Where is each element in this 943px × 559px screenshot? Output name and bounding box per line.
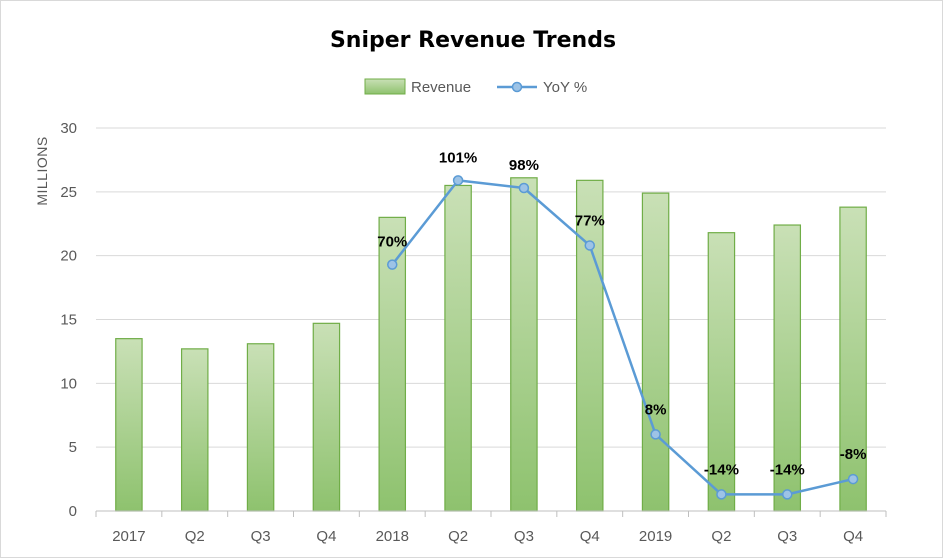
revenue-bar-3	[312, 322, 341, 512]
y-tick-0: 0	[69, 503, 77, 520]
yoy-point-10	[782, 489, 793, 500]
x-tick-9: Q2	[711, 528, 731, 545]
yoy-point-4	[387, 259, 398, 270]
y-tick-25: 25	[60, 184, 77, 201]
legend-revenue-label: Revenue	[411, 79, 471, 96]
yoy-label-5: 101%	[439, 149, 477, 166]
x-tick-7: Q4	[580, 528, 600, 545]
x-tick-4: 2018	[376, 528, 409, 545]
yoy-line	[391, 179, 854, 496]
y-axis-title: MILLIONS	[34, 136, 50, 205]
y-tick-30: 30	[60, 120, 77, 137]
yoy-line-series	[387, 175, 859, 500]
yoy-data-labels: 70% 101% 98% 77% 8% -14% -14% -8%	[377, 149, 866, 478]
bar-series	[115, 177, 867, 512]
x-tick-6: Q3	[514, 528, 534, 545]
legend-yoy-label: YoY %	[543, 79, 587, 96]
yoy-point-6	[518, 182, 530, 194]
revenue-bar-11	[839, 206, 867, 512]
revenue-bar-5	[444, 184, 472, 512]
x-tick-3: Q4	[316, 528, 336, 545]
y-tick-10: 10	[60, 375, 77, 392]
x-tick-labels: 2017 Q2 Q3 Q4 2018 Q2 Q3 Q4 2019 Q2 Q3 Q4	[112, 528, 863, 545]
yoy-point-7	[584, 240, 595, 251]
revenue-bar-10	[773, 224, 802, 512]
revenue-bar-9	[707, 232, 736, 512]
yoy-label-8: 8%	[645, 401, 667, 418]
x-tick-1: Q2	[185, 528, 205, 545]
yoy-point-9	[716, 489, 727, 500]
x-tick-11: Q4	[843, 528, 863, 545]
revenue-bar-0	[115, 338, 143, 512]
x-tick-0: 2017	[112, 528, 145, 545]
yoy-label-9: -14%	[704, 461, 739, 478]
x-tick-8: 2019	[639, 528, 672, 545]
chart-title: Sniper Revenue Trends	[330, 28, 616, 53]
gridlines	[96, 127, 886, 448]
y-tick-labels: 0 5 10 15 20 25 30	[60, 120, 77, 520]
legend-revenue-swatch	[364, 78, 406, 95]
legend: Revenue YoY %	[364, 78, 587, 96]
yoy-label-4: 70%	[377, 234, 407, 251]
revenue-bar-8	[641, 192, 670, 512]
x-tick-10: Q3	[777, 528, 797, 545]
yoy-label-11: -8%	[840, 446, 867, 463]
x-axis	[95, 510, 887, 517]
yoy-label-6: 98%	[509, 157, 539, 174]
x-tick-5: Q2	[448, 528, 468, 545]
yoy-point-5	[452, 175, 464, 186]
legend-yoy-marker	[511, 81, 523, 93]
revenue-bar-2	[246, 343, 275, 512]
yoy-label-10: -14%	[770, 461, 805, 478]
revenue-bar-1	[180, 348, 209, 512]
yoy-label-7: 77%	[575, 212, 605, 229]
revenue-bar-6	[510, 177, 538, 512]
y-tick-5: 5	[69, 439, 77, 456]
yoy-point-11	[847, 473, 859, 485]
y-tick-20: 20	[60, 248, 77, 265]
x-tick-2: Q3	[251, 528, 271, 545]
yoy-point-8	[650, 429, 661, 440]
revenue-bar-7	[575, 179, 604, 512]
y-tick-15: 15	[60, 312, 77, 329]
